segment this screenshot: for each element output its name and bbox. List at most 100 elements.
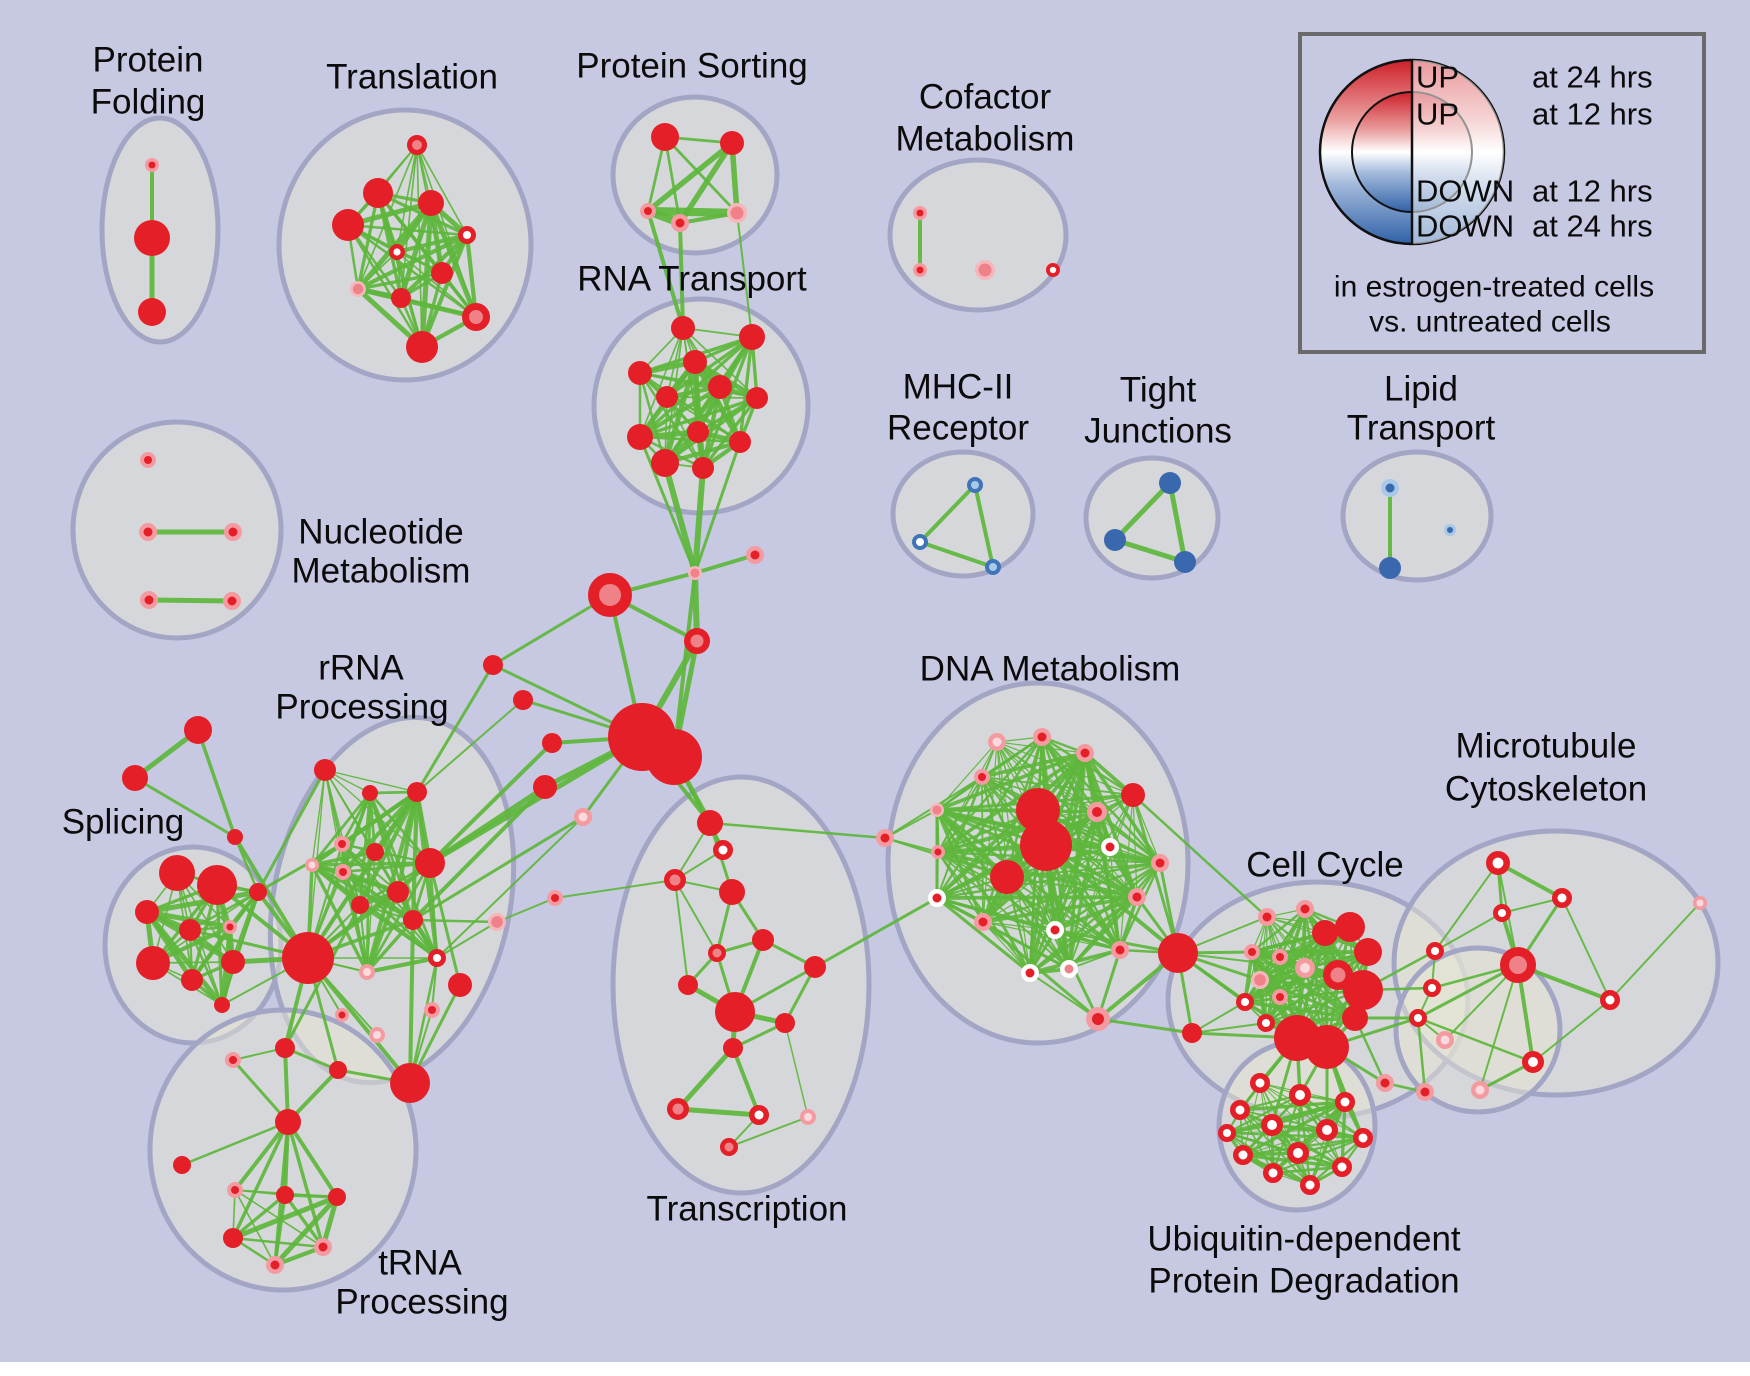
gene-node-k3 xyxy=(684,628,710,654)
gene-node-mc3 xyxy=(1500,947,1536,983)
gene-node-d4 xyxy=(929,802,944,817)
edge-v14-v15 xyxy=(728,1116,809,1148)
nodes-layer xyxy=(122,123,1707,1274)
gene-node-rr11 xyxy=(335,864,351,880)
gene-node-ps1 xyxy=(720,131,744,155)
gene-node-mc6 xyxy=(1471,1081,1489,1099)
edge-t3-t10 xyxy=(346,223,424,349)
gene-node-ub0 xyxy=(1250,1073,1270,1093)
gene-node-cc7 xyxy=(1312,920,1338,946)
gene-node-rt9 xyxy=(729,431,751,453)
gene-node-ub1 xyxy=(1289,1084,1312,1107)
edge-rr0-rr4 xyxy=(311,769,326,866)
gene-node-n1 xyxy=(139,523,157,541)
gene-node-x2 xyxy=(227,829,243,845)
gene-node-pf2 xyxy=(138,298,166,326)
gene-node-rr12 xyxy=(359,964,375,980)
gene-node-v11 xyxy=(723,1038,743,1058)
edge-d11-d20 xyxy=(1118,861,1162,952)
gene-node-s5 xyxy=(136,946,170,980)
gene-node-mc0 xyxy=(1486,850,1511,875)
edge-v11-v13 xyxy=(731,1046,761,1117)
gene-node-ub8 xyxy=(1287,1142,1310,1165)
cluster-label-transcription: Transcription xyxy=(647,1190,848,1229)
gene-node-rt5 xyxy=(656,386,678,408)
edge-d10-d12 xyxy=(1109,846,1138,898)
edge-ps0-ps4 xyxy=(663,135,739,215)
gene-node-d1 xyxy=(1033,728,1051,746)
edge-d19-d20 xyxy=(1068,949,1121,970)
edge-k0-j1 xyxy=(672,571,697,759)
gene-node-cc18 xyxy=(1422,978,1441,997)
edge-s3-s9 xyxy=(188,890,260,932)
gene-node-rt1 xyxy=(739,324,765,350)
edge-d13-d14 xyxy=(884,837,939,853)
edge-cc12-cc13 xyxy=(1243,1000,1357,1020)
cluster-label-rna-transport: RNA Transport xyxy=(577,260,807,299)
edge-t0-t4 xyxy=(416,144,468,236)
gene-node-rr6 xyxy=(415,848,445,878)
edge-d13-d8 xyxy=(884,837,1008,878)
edge-u3-u8 xyxy=(231,1120,290,1240)
edge-d16-d17 xyxy=(982,921,1056,931)
gene-node-t6 xyxy=(431,262,453,284)
edge-u6-u8 xyxy=(231,1193,287,1240)
edge-t6-t7 xyxy=(356,271,444,291)
gene-node-l0 xyxy=(1381,479,1399,497)
gene-node-ps4 xyxy=(727,203,747,223)
edge-v10-v14 xyxy=(784,1022,809,1118)
cluster-label-mhc-ii-receptor-line2: Receptor xyxy=(887,409,1029,448)
edge-rr9-rr11 xyxy=(341,870,415,922)
edge-rt4-rt11 xyxy=(700,384,723,471)
gene-node-l1 xyxy=(1379,557,1401,579)
gene-node-ps2 xyxy=(640,203,656,219)
edge-mid1-rr6 xyxy=(427,784,548,866)
edge-t3-t4 xyxy=(346,223,469,237)
gene-node-u4 xyxy=(173,1156,191,1174)
cluster-label-ubiquitin-dependent-protein-degradation-line2: Protein Degradation xyxy=(1148,1262,1459,1301)
gene-node-v8 xyxy=(715,992,755,1032)
gene-node-d21 xyxy=(1086,1007,1110,1031)
gene-node-v14 xyxy=(800,1109,816,1125)
gene-node-cc11 xyxy=(1343,970,1383,1010)
gene-node-t10 xyxy=(406,331,438,363)
legend: UP at 24 hrs UP at 12 hrs DOWN at 12 hrs… xyxy=(1298,32,1706,354)
gene-node-t2 xyxy=(418,190,444,216)
cluster-label-translation: Translation xyxy=(326,58,498,97)
gene-node-cc5 xyxy=(1272,989,1288,1005)
gene-node-d11 xyxy=(1151,854,1169,872)
gene-node-mc7 xyxy=(1693,896,1707,910)
gene-node-x0 xyxy=(184,716,212,744)
gene-node-u7 xyxy=(328,1188,346,1206)
edge-rr2-rr8 xyxy=(357,789,420,908)
cluster-ellipse-tight-junctions xyxy=(1083,455,1221,581)
gene-node-d19 xyxy=(1060,960,1078,978)
gene-node-c0 xyxy=(913,206,927,220)
edge-cc19-mc5 xyxy=(1416,1016,1535,1064)
edge-v0-d13 xyxy=(708,821,887,840)
gene-node-tj2 xyxy=(1174,551,1196,573)
gene-node-rr3 xyxy=(334,836,350,852)
gene-node-s2 xyxy=(135,900,159,924)
gene-node-cc13 xyxy=(1235,992,1254,1011)
cluster-label-ubiquitin-dependent-protein-degradation-line1: Ubiquitin-dependent xyxy=(1147,1220,1461,1259)
gene-node-pf1 xyxy=(134,220,170,256)
gene-node-cc8 xyxy=(1335,912,1365,942)
cluster-label-cell-cycle: Cell Cycle xyxy=(1246,846,1404,885)
gene-node-cc12 xyxy=(1342,1005,1368,1031)
edge-d12-d14 xyxy=(936,850,1139,899)
gene-node-m2 xyxy=(985,559,1001,575)
edge-mid0-rr6 xyxy=(428,741,554,865)
edge-d5-cc0 xyxy=(1131,793,1269,919)
gene-node-s3 xyxy=(179,919,201,941)
gene-node-u9 xyxy=(314,1238,332,1256)
gene-node-mid5 xyxy=(513,690,533,710)
edge-cc19-mc3 xyxy=(1416,963,1520,1020)
cluster-label-nucleotide-metabolism-line1: Nucleotide xyxy=(298,513,463,552)
cluster-label-microtubule-cytoskeleton-line2: Cytoskeleton xyxy=(1445,770,1647,809)
gene-node-ub10 xyxy=(1263,1163,1283,1183)
edge-s2-s8 xyxy=(144,909,225,1008)
edge-ub1-ub12 xyxy=(1225,1093,1302,1135)
gene-node-rr10 xyxy=(282,932,334,984)
gene-node-rt10 xyxy=(651,449,679,477)
